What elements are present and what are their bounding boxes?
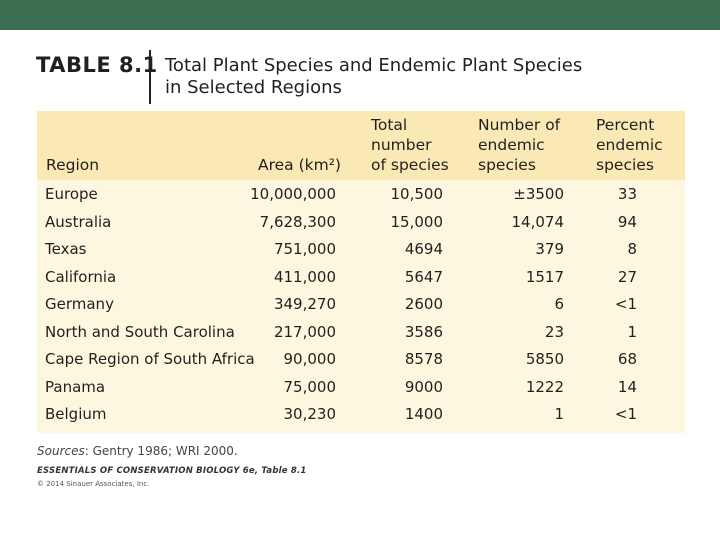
cell-total: 2600: [404, 295, 443, 313]
table-row: Europe 10,000,000 10,500 ±3500 33: [37, 181, 685, 209]
cell-percent: <1: [614, 295, 637, 313]
header-total-species: Total number of species: [371, 115, 449, 175]
table-row: Belgium 30,230 1400 1 <1: [37, 401, 685, 429]
cell-region: Europe: [45, 185, 98, 203]
header-endemic-line: species: [478, 156, 536, 174]
cell-percent: 33: [617, 185, 637, 203]
table-row: Australia 7,628,300 15,000 14,074 94: [37, 209, 685, 237]
cell-percent: 8: [627, 240, 637, 258]
header-percent-line: endemic: [596, 136, 663, 154]
cell-total: 3586: [404, 322, 443, 341]
header-total-line: number: [371, 136, 432, 154]
table-header: Region Area (km²) Total number of specie…: [37, 111, 685, 180]
title-line-2: in Selected Regions: [165, 77, 342, 98]
header-endemic-line: Number of: [478, 116, 561, 134]
data-table: Region Area (km²) Total number of specie…: [37, 111, 685, 433]
cell-area: 10,000,000: [250, 185, 336, 203]
header-endemic-line: endemic: [478, 136, 545, 154]
cell-region: Belgium: [45, 405, 107, 423]
cell-total: 15,000: [390, 212, 444, 231]
cell-total: 1400: [404, 405, 443, 423]
cell-percent: 68: [617, 350, 637, 368]
table-row: Panama 75,000 9000 1222 14: [37, 374, 685, 402]
cell-area: 217,000: [273, 322, 336, 341]
table-title: Total Plant Species and Endemic Plant Sp…: [165, 55, 582, 99]
top-accent-bar: [0, 0, 720, 30]
sources-text: : Gentry 1986; WRI 2000.: [84, 444, 238, 458]
copyright: © 2014 Sinauer Associates, Inc.: [37, 480, 150, 488]
cell-endemic: 23: [544, 322, 564, 341]
header-region: Region: [46, 156, 100, 174]
table-row: California 411,000 5647 1517 27: [37, 264, 685, 292]
cell-endemic: 1517: [525, 267, 564, 286]
table-row: Texas 751,000 4694 379 8: [37, 236, 685, 264]
cell-area: 7,628,300: [259, 212, 336, 231]
cell-endemic: ±3500: [513, 185, 564, 203]
cell-total: 5647: [404, 267, 443, 286]
cell-total: 4694: [404, 240, 443, 258]
cell-percent: 27: [617, 267, 637, 286]
cell-endemic: 6: [554, 295, 564, 313]
cell-percent: <1: [614, 405, 637, 423]
header-total-line: Total: [371, 116, 408, 134]
title-line-1: Total Plant Species and Endemic Plant Sp…: [165, 55, 583, 76]
cell-region: Australia: [45, 212, 112, 231]
cell-region: Panama: [45, 377, 106, 396]
cell-endemic: 379: [535, 240, 564, 258]
sources-label: Sources: [37, 444, 85, 458]
cell-region: Texas: [45, 240, 87, 258]
cell-region: California: [45, 267, 117, 286]
header-endemic-species: Number of endemic species: [478, 115, 560, 175]
cell-area: 30,230: [283, 405, 337, 423]
cell-endemic: 1: [554, 405, 564, 423]
table-row: Cape Region of South Africa 90,000 8578 …: [37, 346, 685, 374]
cell-area: 411,000: [273, 267, 336, 286]
cell-percent: 94: [617, 212, 637, 231]
cell-endemic: 14,074: [511, 212, 565, 231]
header-percent-endemic: Percent endemic species: [596, 115, 663, 175]
cell-area: 349,270: [273, 295, 336, 313]
cell-region: Cape Region of South Africa: [45, 350, 255, 368]
cell-percent: 14: [617, 377, 637, 396]
cell-area: 90,000: [283, 350, 337, 368]
cell-area: 75,000: [283, 377, 337, 396]
table-label: TABLE 8.1: [36, 53, 158, 77]
sources-note: Sources: Gentry 1986; WRI 2000.: [37, 444, 238, 458]
cell-area: 751,000: [273, 240, 336, 258]
title-divider: [149, 50, 151, 104]
header-area: Area (km²): [258, 156, 341, 174]
header-percent-line: species: [596, 156, 654, 174]
cell-total: 10,500: [390, 185, 444, 203]
table-row: North and South Carolina 217,000 3586 23…: [37, 319, 685, 347]
cell-endemic: 5850: [525, 350, 564, 368]
cell-region: Germany: [45, 295, 114, 313]
cell-total: 9000: [404, 377, 443, 396]
header-total-line: of species: [371, 156, 449, 174]
book-credit: ESSENTIALS OF CONSERVATION BIOLOGY 6e, T…: [37, 466, 307, 476]
cell-total: 8578: [404, 350, 443, 368]
cell-region: North and South Carolina: [45, 322, 235, 341]
cell-endemic: 1222: [525, 377, 564, 396]
header-percent-line: Percent: [596, 116, 655, 134]
cell-percent: 1: [627, 322, 637, 341]
table-row: Germany 349,270 2600 6 <1: [37, 291, 685, 319]
